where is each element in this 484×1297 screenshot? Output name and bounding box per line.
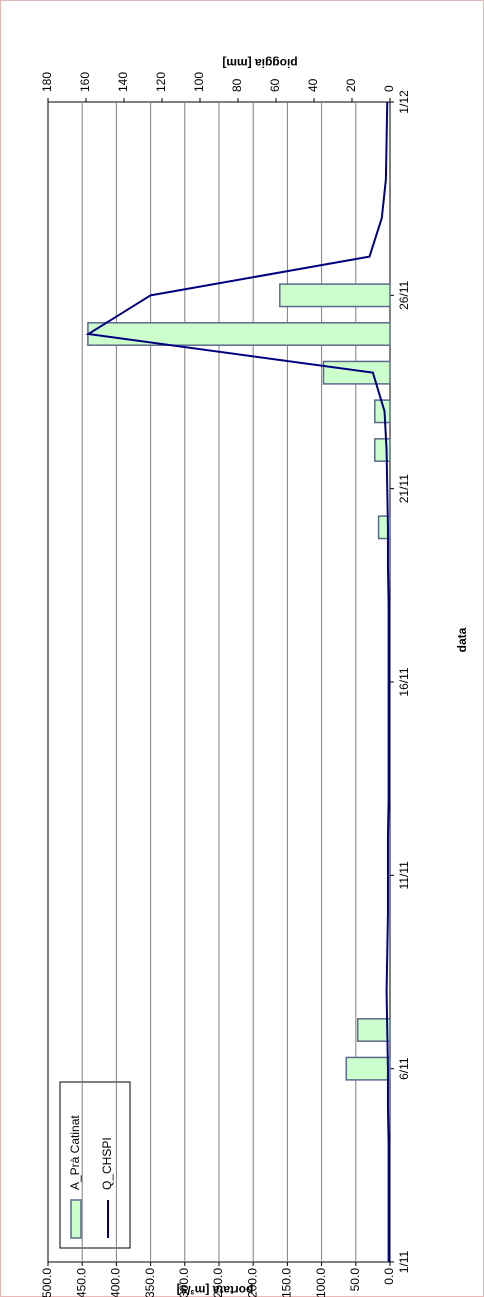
- x-tick-label: 6/11: [397, 1057, 411, 1080]
- bar: [377, 515, 391, 540]
- y2-tick-label: 80: [230, 78, 244, 92]
- y2-tick-label: 20: [344, 78, 358, 92]
- x-tick-label: 21/11: [397, 474, 411, 503]
- y-tick-label: 100.0: [314, 1268, 328, 1297]
- y-tick-label: 200.0: [245, 1268, 259, 1297]
- bar: [345, 1056, 391, 1081]
- bar: [374, 399, 391, 424]
- y-tick-label: 0.0: [382, 1268, 396, 1285]
- x-tick-label: 11/11: [397, 861, 411, 890]
- bar: [87, 322, 391, 346]
- x-axis-title: data: [455, 627, 469, 652]
- x-tick-label: 1/11: [397, 1250, 411, 1273]
- y2-tick-label: 40: [306, 78, 320, 92]
- y-tick-label: 350.0: [143, 1268, 157, 1297]
- y-tick-label: 500.0: [40, 1268, 54, 1297]
- legend-label: Q_CHSPI: [100, 1137, 114, 1190]
- y2-tick-label: 120: [154, 72, 168, 92]
- y2-tick-label: 0: [382, 85, 396, 92]
- y-tick-label: 450.0: [74, 1268, 88, 1297]
- y2-tick-label: 60: [268, 78, 282, 92]
- y2-axis-title: pioggia [mm]: [222, 56, 297, 70]
- y-tick-label: 400.0: [109, 1268, 123, 1297]
- y2-tick-label: 140: [116, 72, 130, 92]
- legend-swatch: [70, 1199, 82, 1239]
- bar: [374, 438, 391, 462]
- y2-tick-label: 180: [40, 72, 54, 92]
- bar: [322, 360, 391, 385]
- y2-tick-label: 160: [78, 72, 92, 92]
- x-tick-label: 1/12: [397, 90, 411, 114]
- bar: [279, 283, 391, 308]
- legend-label: A_Prà Catinat: [68, 1115, 82, 1190]
- y-axis-title: portata [m³/s]: [177, 1283, 254, 1297]
- y-tick-label: 300.0: [177, 1268, 191, 1297]
- y2-tick-label: 100: [192, 72, 206, 92]
- y-tick-label: 150.0: [280, 1268, 294, 1297]
- x-tick-label: 26/11: [397, 280, 411, 309]
- x-tick-label: 16/11: [397, 667, 411, 696]
- y-tick-label: 50.0: [348, 1268, 362, 1292]
- line: [85, 101, 390, 1262]
- y-tick-label: 250.0: [211, 1268, 225, 1297]
- bar: [356, 1018, 391, 1042]
